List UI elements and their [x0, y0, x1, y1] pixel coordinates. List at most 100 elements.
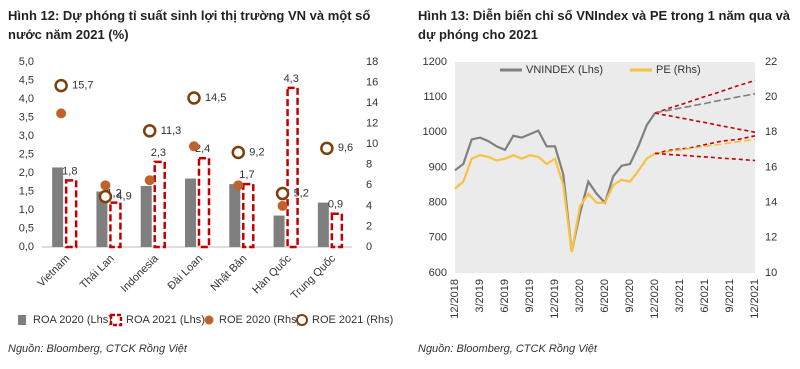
x-tick-label: 3/2020	[574, 279, 586, 313]
x-tick-label: 12/2019	[549, 279, 561, 319]
bar	[153, 160, 166, 249]
y-tick-label: 6	[366, 179, 372, 191]
x-tick-label: 3/2021	[674, 279, 686, 313]
y-tick-label: 700	[429, 232, 447, 244]
y-tick-label: 14	[366, 97, 378, 109]
bar	[96, 191, 108, 247]
y-tick-label: 2,0	[19, 167, 34, 179]
bar	[330, 212, 344, 249]
y-tick-label: 14	[765, 197, 777, 209]
x-tick-label: Hàn Quốc	[250, 252, 294, 296]
line	[654, 79, 756, 114]
y-tick-label: 18	[765, 126, 777, 138]
legend-label: ROE 2021 (Rhs)	[312, 314, 393, 326]
y-tick-label: 900	[429, 161, 447, 173]
y-tick-label: 600	[429, 267, 447, 279]
bar	[197, 156, 211, 249]
x-tick-label: Đài Loan	[166, 253, 206, 293]
source: Nguồn: Bloomberg, CTCK Rồng Việt	[418, 343, 597, 355]
value-label: 2,3	[151, 147, 166, 159]
legend-label: ROA 2021 (Lhs)	[126, 314, 205, 326]
y-tick-label: 1200	[423, 56, 447, 68]
x-tick-label: 3/2019	[474, 279, 486, 313]
bar	[109, 201, 122, 249]
value-label: 5,2	[294, 187, 309, 199]
dot	[56, 108, 67, 119]
line	[454, 152, 656, 253]
value-label: 4,9	[116, 191, 131, 203]
y-tick-label: 18	[366, 56, 378, 68]
y-tick-label: 20	[765, 91, 777, 103]
y-tick-label: 10	[765, 267, 777, 279]
value-label: 15,7	[72, 80, 93, 92]
y-tick-label: 4,0	[19, 93, 34, 105]
x-tick-label: 9/2020	[624, 279, 636, 313]
line	[654, 138, 756, 155]
y-tick-label: 800	[429, 197, 447, 209]
y-tick-label: 0,0	[19, 241, 34, 253]
bar	[242, 182, 255, 249]
y-tick-label: 1100	[423, 91, 447, 103]
legend-swatch	[204, 315, 214, 325]
y-tick-label: 0	[366, 241, 372, 253]
bar	[185, 178, 196, 247]
bar	[140, 185, 152, 247]
bar	[52, 167, 64, 247]
legend-swatch	[18, 315, 26, 325]
ring	[54, 78, 68, 93]
value-label: 9,2	[249, 146, 264, 158]
y-tick-label: 3,0	[19, 130, 34, 142]
value-label: 14,5	[205, 92, 226, 104]
y-tick-label: 1,0	[19, 204, 34, 216]
ring	[275, 186, 290, 201]
y-tick-label: 12	[366, 118, 378, 130]
x-tick-label: 6/2020	[599, 279, 611, 313]
x-tick-label: 12/2018	[449, 279, 461, 319]
source: Nguồn: Bloomberg, CTCK Rồng Việt	[8, 343, 187, 355]
y-tick-label: 16	[366, 76, 378, 88]
value-label: 9,6	[338, 142, 353, 154]
x-tick-label: Trung Quốc	[289, 252, 339, 302]
bar	[64, 179, 78, 249]
value-label: 0,9	[328, 199, 343, 211]
chart-title: Hình 13: Diễn biến chỉ số VNIndex và PE …	[418, 8, 791, 42]
x-tick-label: 12/2021	[749, 279, 761, 319]
ring	[98, 189, 113, 204]
x-tick-label: 9/2019	[524, 279, 536, 313]
value-label: 1,7	[239, 169, 254, 181]
legend-label: ROE 2020 (Rhs)	[219, 314, 300, 326]
y-tick-label: 1,5	[19, 185, 34, 197]
line	[654, 152, 756, 162]
x-tick-label: Thái Lan	[78, 253, 117, 292]
y-tick-label: 16	[765, 161, 777, 173]
legend-label: PE (Rhs)	[656, 64, 701, 76]
x-tick-label: 6/2021	[699, 279, 711, 313]
y-tick-label: 10	[366, 138, 378, 150]
bar	[229, 184, 241, 247]
legend-swatch	[109, 313, 123, 327]
y-tick-label: 12	[765, 232, 777, 244]
bar	[286, 86, 299, 249]
value-label: 4,3	[284, 73, 299, 85]
dot	[233, 180, 244, 191]
y-tick-label: 1000	[423, 126, 447, 138]
x-tick-label: 6/2019	[499, 279, 511, 313]
x-tick-label: 9/2021	[724, 279, 736, 313]
ring	[187, 91, 201, 105]
bar	[273, 215, 285, 247]
dot	[100, 180, 111, 191]
y-tick-label: 5,0	[19, 56, 34, 68]
ring	[320, 141, 334, 156]
chart-title: Hình 12: Dự phóng tỉ suất sinh lợi thị t…	[8, 8, 371, 42]
y-tick-label: 4	[366, 200, 372, 212]
y-tick-label: 4,5	[19, 74, 34, 86]
y-tick-label: 0,5	[19, 222, 34, 234]
y-tick-label: 3,5	[19, 111, 34, 123]
dot	[144, 175, 155, 186]
x-tick-label: Indonesia	[119, 252, 162, 295]
plot-area	[455, 62, 755, 273]
legend-label: VNINDEX (Lhs)	[526, 64, 603, 76]
dot	[189, 141, 199, 152]
